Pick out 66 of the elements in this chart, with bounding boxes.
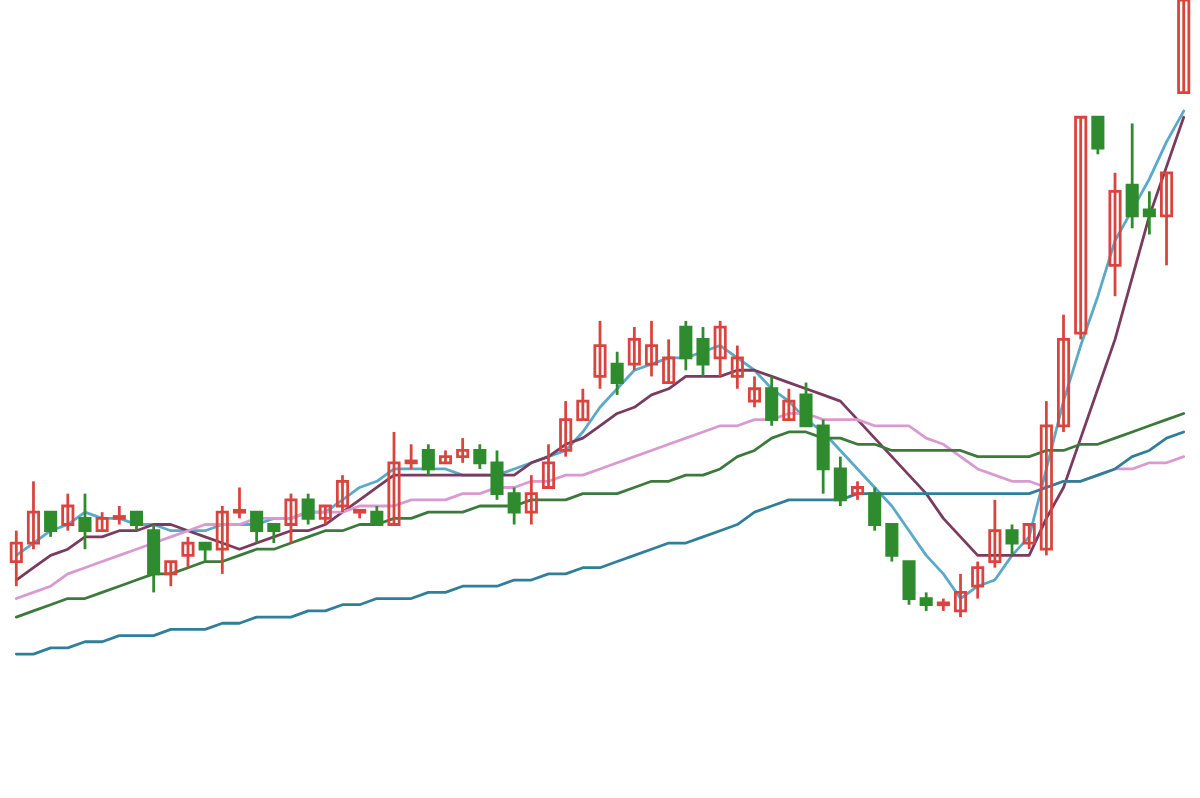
candlestick (713, 319, 727, 378)
candlestick (593, 319, 607, 391)
candlestick (524, 473, 538, 526)
candlestick (953, 572, 968, 619)
candlestick (404, 442, 418, 471)
candlestick (370, 504, 384, 526)
candlestick (765, 375, 779, 428)
candlestick (610, 350, 624, 397)
candlestick (627, 325, 641, 372)
candlestick (507, 486, 521, 526)
candlestick (112, 504, 126, 526)
candlestick (232, 486, 247, 520)
candlestick (902, 560, 916, 607)
candlestick (198, 541, 212, 563)
candlestick (318, 504, 332, 526)
candlestick (576, 387, 590, 421)
candlestick (868, 486, 882, 533)
candlestick (1142, 189, 1156, 236)
candlestick (78, 492, 92, 551)
candlestick (490, 449, 504, 502)
candlestick (1074, 115, 1088, 341)
candlestick (971, 560, 985, 600)
candlestick (1159, 171, 1174, 267)
candlestick (181, 535, 195, 570)
candlestick (301, 492, 315, 526)
candlestick (1039, 399, 1053, 557)
candlestick (473, 442, 487, 471)
candlestick (559, 399, 573, 459)
candlestick (1108, 171, 1122, 298)
candlestick (44, 510, 58, 539)
candlestick (267, 523, 281, 545)
candlestick (1056, 313, 1071, 434)
candlestick (1177, 0, 1191, 94)
candlestick (799, 381, 813, 428)
candlestick (662, 338, 676, 384)
candlestick (9, 529, 23, 588)
candlestick (885, 523, 899, 563)
candlestick (988, 498, 1002, 570)
candlestick (1022, 523, 1036, 551)
candlestick (387, 430, 401, 526)
candlestick (421, 442, 435, 477)
candlestick (730, 344, 744, 391)
candlestick (919, 591, 933, 613)
candlestick (95, 510, 109, 533)
candlestick (833, 455, 847, 508)
candlestick (26, 479, 41, 551)
candlestick (215, 504, 229, 576)
candlestick (679, 319, 693, 372)
candlestick (850, 479, 865, 502)
candlestick (250, 510, 264, 545)
candlestick (541, 442, 556, 489)
candlestick (335, 473, 350, 514)
candlestick (1091, 115, 1105, 156)
candlestick (61, 492, 75, 533)
candlestick (147, 523, 161, 594)
candlestick (1005, 523, 1019, 557)
candlestick (816, 418, 830, 496)
candlestick (782, 387, 796, 421)
candlestick (644, 319, 659, 378)
candlestick (696, 325, 710, 378)
candlestick (1125, 122, 1139, 230)
candlestick (284, 492, 298, 545)
candlestick (747, 375, 762, 409)
candlestick (456, 436, 470, 465)
candlestick (129, 510, 144, 533)
candlestick (164, 560, 178, 588)
